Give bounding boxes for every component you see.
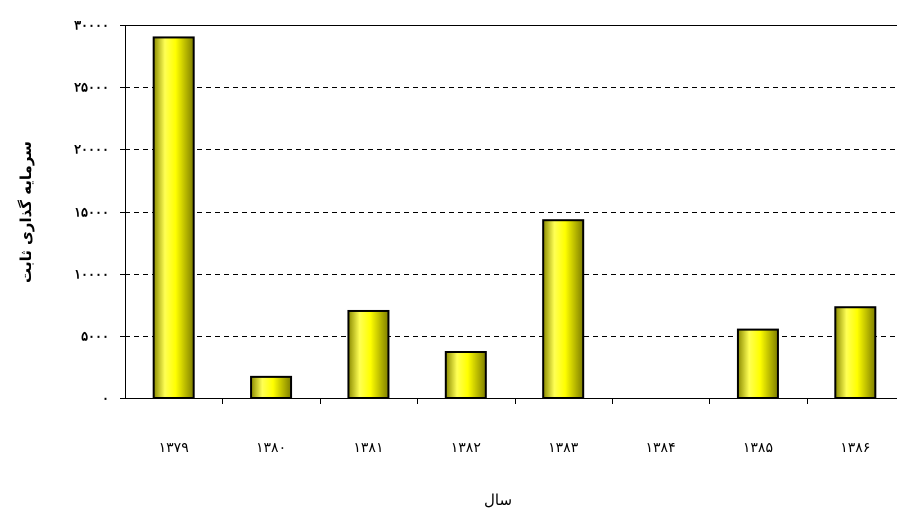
bar (152, 36, 195, 400)
x-tick-label: ۱۳۸۰ (256, 440, 286, 456)
bar (444, 350, 487, 400)
y-tick-label: ۲۰۰۰۰ (74, 143, 109, 158)
y-tick-label: ۱۵۰۰۰ (74, 206, 109, 221)
x-tick-label: ۱۳۸۴ (646, 440, 676, 456)
x-tick-label: ۱۳۸۱ (353, 440, 383, 456)
y-tick-label: ۲۵۰۰۰ (74, 81, 109, 96)
bar (834, 306, 877, 399)
x-tick-label: ۱۳۸۶ (840, 440, 870, 456)
y-tick-label: ۰ (102, 392, 109, 407)
bar (250, 375, 293, 400)
x-tick-label: ۱۳۷۹ (159, 440, 189, 456)
bar (736, 328, 779, 399)
x-tick-label: ۱۳۸۵ (743, 440, 773, 456)
bar (542, 219, 585, 399)
y-tick-label: ۳۰۰۰۰ (74, 19, 109, 34)
y-tick-label: ۱۰۰۰۰ (74, 268, 109, 283)
x-axis-title: سال (484, 491, 512, 509)
y-tick-label: ۵۰۰۰ (81, 330, 109, 345)
grid-lines (125, 25, 897, 337)
x-tick-label: ۱۳۸۳ (548, 440, 579, 456)
tick-labels: ۰ ۵۰۰۰ ۱۰۰۰۰ ۱۵۰۰۰ ۲۰۰۰۰ ۲۵۰۰۰ ۳۰۰۰۰ ۱۳۷۹ ۱۳۸۰ ۱۳… (74, 19, 870, 457)
bar (347, 309, 390, 400)
bars (152, 36, 877, 400)
axes (120, 25, 897, 404)
y-axis-title: سرمایه گذاری ثابت (17, 141, 35, 283)
x-tick-label: ۱۳۸۲ (451, 440, 481, 456)
